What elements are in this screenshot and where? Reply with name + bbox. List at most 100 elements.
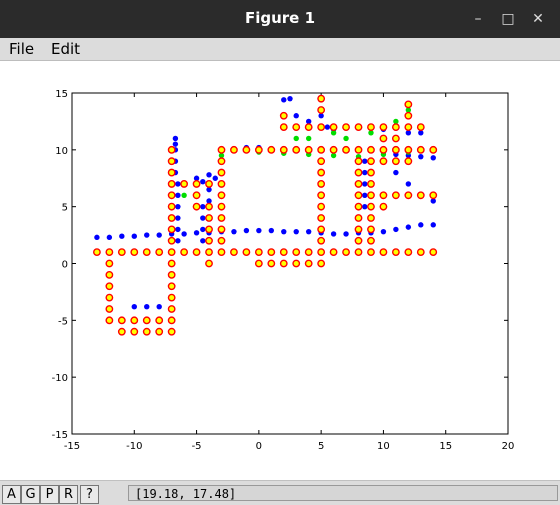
data-point — [330, 231, 337, 237]
data-point — [267, 248, 276, 257]
data-point — [317, 202, 326, 211]
data-point — [230, 145, 238, 154]
data-point — [379, 134, 388, 143]
data-point — [180, 248, 189, 257]
y-tick-label: 15 — [55, 89, 68, 100]
print-button[interactable]: P — [40, 485, 59, 504]
data-point — [393, 226, 399, 233]
data-point — [281, 228, 287, 235]
data-point — [192, 248, 201, 257]
data-point — [362, 203, 368, 210]
data-point — [142, 327, 151, 336]
data-point — [200, 226, 206, 233]
data-point — [254, 248, 263, 257]
data-point — [254, 145, 263, 154]
data-point — [305, 118, 312, 125]
data-point — [167, 248, 176, 257]
data-point — [317, 259, 326, 268]
scatter-chart[interactable]: -15 -10 -5 0 5 10 15 20 -15 -10 -5 0 5 10 15 — [0, 61, 560, 479]
data-point — [217, 236, 226, 245]
y-tick-label: 0 — [62, 260, 68, 271]
data-point — [416, 145, 425, 154]
data-point — [156, 303, 162, 310]
x-tick-label: 15 — [439, 441, 452, 452]
data-point — [391, 157, 400, 166]
axes-box — [71, 92, 509, 435]
help-button[interactable]: ? — [80, 485, 99, 504]
data-point — [205, 248, 213, 257]
data-point — [292, 145, 301, 154]
data-point — [144, 303, 150, 310]
data-point — [155, 316, 164, 325]
data-point — [254, 259, 263, 268]
data-point — [391, 145, 400, 154]
minimize-icon[interactable]: – — [474, 11, 482, 27]
data-point — [293, 228, 299, 235]
data-point — [354, 157, 363, 166]
data-point — [192, 191, 201, 200]
data-point — [206, 198, 212, 204]
menu-file[interactable]: File — [9, 40, 35, 58]
data-point — [167, 168, 176, 177]
data-point — [379, 202, 388, 211]
data-point — [105, 248, 114, 257]
data-point — [281, 97, 287, 103]
data-point — [418, 130, 424, 136]
data-point — [379, 157, 388, 166]
data-point — [379, 248, 388, 257]
data-point — [106, 234, 113, 241]
data-point — [205, 236, 213, 245]
data-point — [218, 152, 225, 159]
x-tick-label: 10 — [377, 441, 390, 452]
data-point — [167, 259, 176, 268]
data-point — [181, 231, 187, 237]
data-point — [404, 157, 413, 166]
data-point — [367, 123, 375, 131]
data-point — [317, 157, 326, 166]
data-point — [142, 316, 151, 325]
data-point — [167, 214, 176, 222]
data-point — [200, 178, 206, 185]
data-point — [172, 141, 179, 147]
maximize-icon[interactable]: □ — [501, 11, 515, 27]
data-point — [404, 191, 413, 200]
data-point — [180, 180, 189, 188]
data-point — [167, 145, 176, 154]
data-point — [354, 225, 363, 234]
title-bar: Figure 1 – □ ✕ — [0, 0, 560, 38]
data-point — [217, 145, 226, 154]
grid-button[interactable]: G — [21, 485, 40, 504]
data-point — [130, 327, 139, 336]
data-point — [342, 248, 350, 257]
data-point — [206, 186, 212, 193]
plot-area[interactable]: -15 -10 -5 0 5 10 15 20 -15 -10 -5 0 5 10 15 — [0, 61, 560, 479]
data-point — [317, 106, 326, 114]
data-point — [324, 124, 331, 130]
data-point — [379, 145, 388, 154]
data-point — [317, 225, 326, 234]
data-point — [354, 191, 363, 200]
reset-button[interactable]: R — [59, 485, 78, 504]
data-point — [367, 225, 375, 234]
data-point — [404, 111, 413, 120]
data-point — [391, 248, 400, 257]
menu-edit[interactable]: Edit — [51, 40, 81, 58]
status-bar: A G P R ? [19.18, 17.48] — [0, 480, 560, 505]
data-point — [367, 157, 375, 166]
data-point — [329, 123, 338, 131]
data-point — [354, 202, 363, 211]
data-point — [330, 130, 337, 136]
close-icon[interactable]: ✕ — [532, 11, 544, 27]
data-point — [367, 145, 375, 154]
data-point — [231, 228, 237, 235]
data-point — [105, 305, 114, 313]
data-point — [217, 180, 226, 188]
autoscale-button[interactable]: A — [2, 485, 21, 504]
data-point — [317, 123, 326, 131]
data-point — [193, 230, 200, 236]
data-point — [304, 123, 313, 131]
data-point — [205, 259, 213, 268]
data-point — [155, 327, 164, 336]
data-point — [287, 95, 293, 102]
data-point — [279, 111, 288, 120]
